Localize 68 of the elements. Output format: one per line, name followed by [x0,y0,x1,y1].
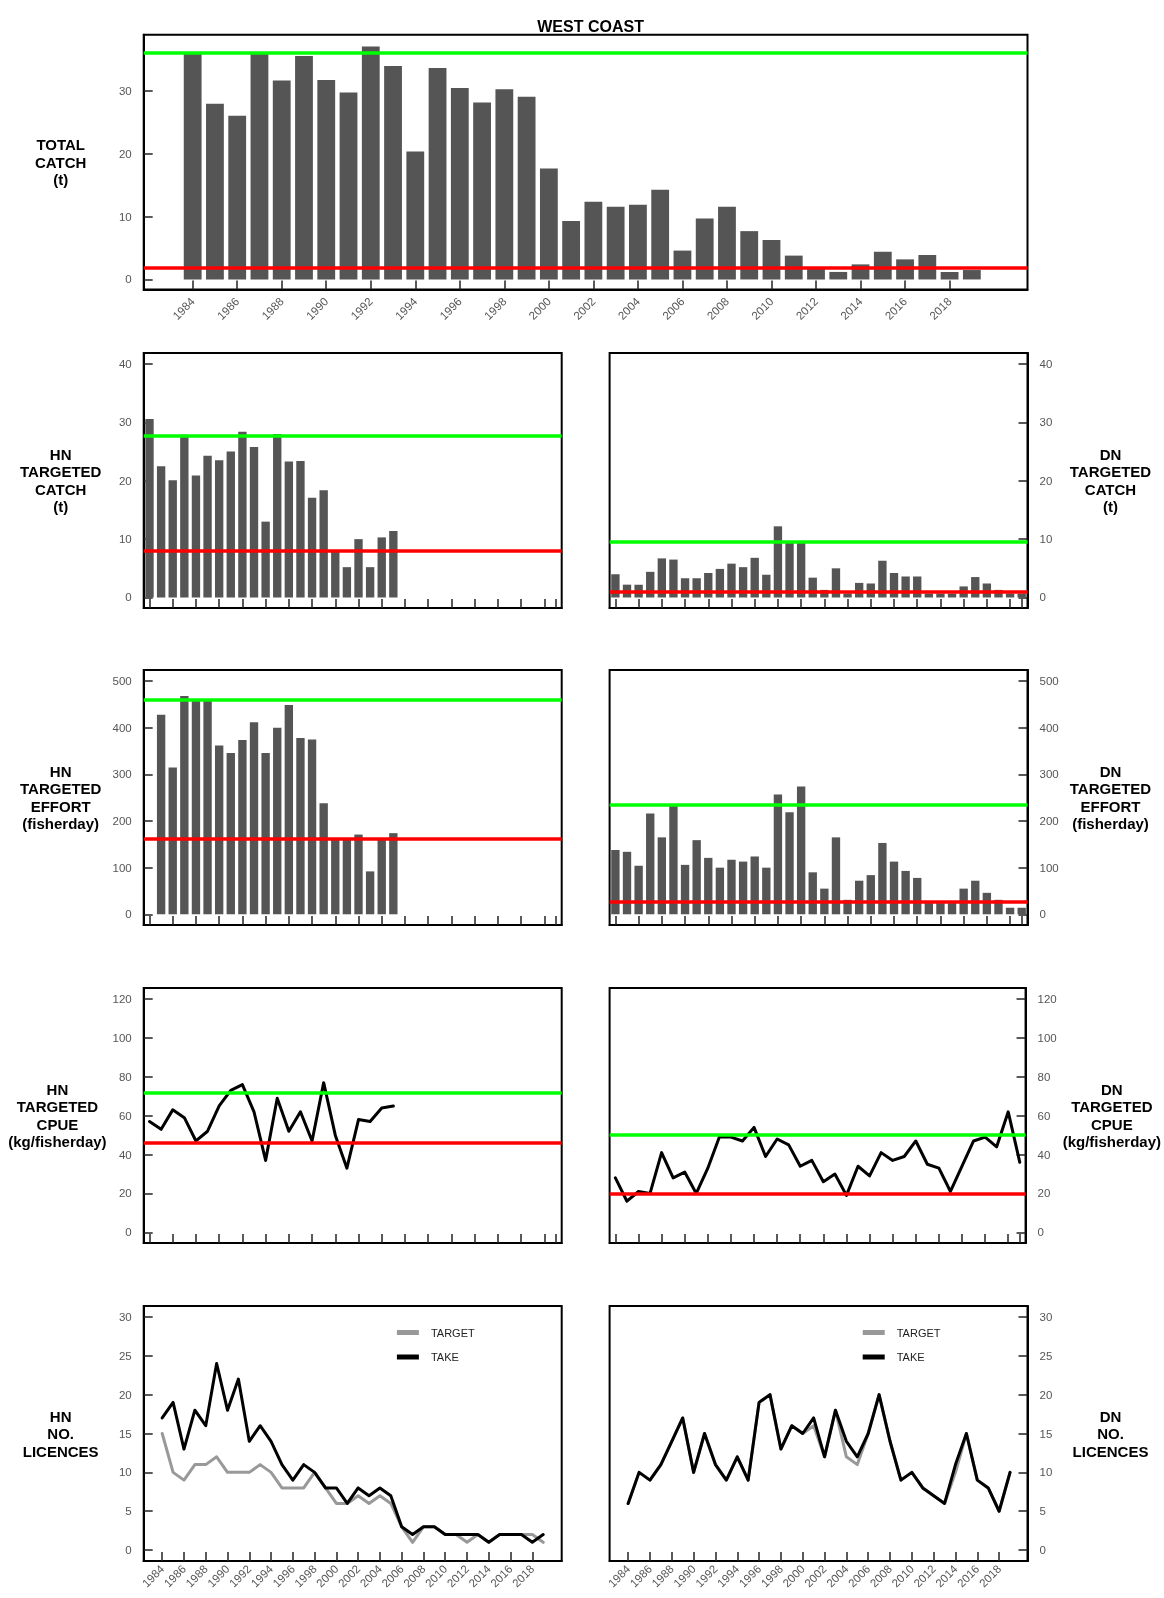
y-tick-label: 40 [1039,357,1053,370]
y-axis-title: HN TARGETED CPUE (kg/fisherday) [8,1080,107,1151]
y-tick-label: 30 [1039,416,1053,429]
y-tick-label: 60 [118,1109,132,1122]
y-tick-label: 10 [1039,532,1053,545]
y-tick-label: 200 [112,815,132,828]
y-tick-label: 5 [1039,1505,1046,1518]
y-tick-label: 25 [118,1349,132,1362]
y-tick-label: 0 [1039,1543,1046,1556]
y-tick-label: 100 [1039,862,1059,875]
legend-label: TARGET [430,1326,475,1339]
y-tick-label: 5 [125,1505,132,1518]
y-tick-label: 0 [125,591,132,604]
y-axis-title: HN TARGETED EFFORT (fisherday) [20,763,102,833]
legend-label: TAKE [430,1350,459,1363]
y-tick-label: 0 [125,273,132,286]
y-tick-label: 40 [118,1148,132,1161]
y-axis-title: HN NO. LICENCES [22,1407,99,1460]
y-tick-label: 30 [118,416,132,429]
y-tick-label: 400 [112,722,132,735]
y-axis-title: HN TARGETED CATCH (t) [20,445,102,515]
y-tick-label: 40 [118,357,132,370]
y-axis-title: DN TARGETED CPUE (kg/fisherday) [1062,1080,1161,1151]
y-axis-title: DN TARGETED CATCH (t) [1069,445,1152,515]
y-tick-label: 0 [125,908,132,921]
chart-title: WEST COAST [537,17,645,35]
y-tick-label: 25 [1039,1349,1053,1362]
y-tick-label: 20 [1039,1388,1053,1401]
y-tick-label: 0 [1039,591,1046,604]
y-tick-label: 80 [118,1070,132,1083]
y-tick-label: 10 [118,1466,132,1479]
y-tick-label: 400 [1039,722,1059,735]
y-tick-label: 80 [1037,1070,1051,1083]
y-tick-label: 60 [1037,1109,1051,1122]
legend-label: TAKE [896,1350,925,1363]
y-tick-label: 120 [112,993,132,1006]
y-tick-label: 15 [118,1427,132,1440]
y-tick-label: 30 [118,85,132,98]
y-tick-label: 10 [118,210,132,223]
y-tick-label: 500 [112,675,132,688]
y-tick-label: 0 [125,1226,132,1239]
y-tick-label: 10 [1039,1466,1053,1479]
y-tick-label: 0 [1039,908,1046,921]
y-tick-label: 20 [1039,474,1053,487]
y-tick-label: 100 [112,862,132,875]
y-tick-label: 0 [125,1543,132,1556]
y-tick-label: 20 [118,1388,132,1401]
y-tick-label: 500 [1039,675,1059,688]
legend-label: TARGET [896,1326,941,1339]
y-tick-label: 0 [1037,1226,1044,1239]
y-tick-label: 30 [118,1310,132,1323]
y-axis-title: DN TARGETED EFFORT (fisherday) [1069,763,1152,833]
y-tick-label: 15 [1039,1427,1053,1440]
y-tick-label: 300 [112,768,132,781]
y-tick-label: 200 [1039,815,1059,828]
y-axis-title: TOTAL CATCH (t) [35,136,87,189]
y-tick-label: 30 [1039,1310,1053,1323]
y-tick-label: 100 [112,1032,132,1045]
y-tick-label: 100 [1037,1032,1057,1045]
y-tick-label: 300 [1039,768,1059,781]
y-tick-label: 20 [118,474,132,487]
y-tick-label: 10 [118,532,132,545]
y-tick-label: 40 [1037,1148,1051,1161]
y-tick-label: 20 [118,1187,132,1200]
y-axis-title: DN NO. LICENCES [1072,1407,1149,1460]
y-tick-label: 20 [1037,1187,1051,1200]
y-tick-label: 120 [1037,993,1057,1006]
y-tick-label: 20 [118,147,132,160]
